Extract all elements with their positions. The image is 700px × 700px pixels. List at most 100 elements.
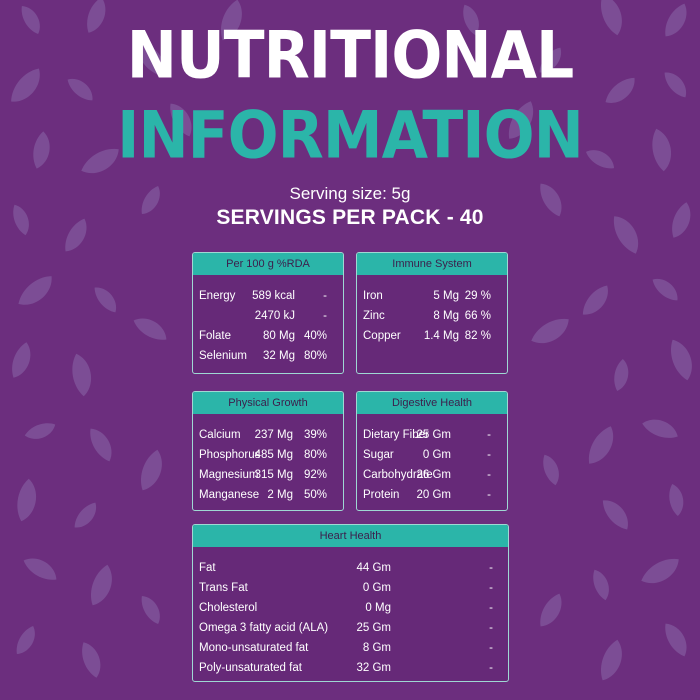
nutrient-rda: 80%: [303, 350, 327, 362]
nutrient-name: Trans Fat: [199, 582, 248, 594]
serving-size: Serving size: 5g: [289, 184, 411, 203]
nutrient-rda: 39%: [303, 429, 327, 441]
nutrient-value: 2470 kJ: [254, 310, 295, 322]
title-information: INFORMATION: [117, 98, 584, 174]
leaf-shape: [141, 595, 160, 625]
leaf-shape: [665, 3, 687, 37]
panel-heart-health: Heart Health Fat 44 Gm - Trans Fat 0 Gm - Chol…: [192, 524, 509, 682]
nutrient-value: 44 Gm: [356, 562, 391, 574]
nutrient-name: Zinc: [363, 310, 385, 322]
nutrient-value: 0 Mg: [365, 602, 391, 614]
nutrient-row: Energy 589 kcal -: [199, 286, 327, 306]
nutrient-value: 237 Mg: [254, 429, 293, 441]
nutrient-name: Folate: [199, 330, 231, 342]
leaf-shape: [12, 342, 31, 378]
nutrient-value: 0 Gm: [362, 582, 391, 594]
leaf-shape: [90, 428, 112, 462]
leaf-shape: [593, 569, 609, 601]
nutrient-row: Calcium 237 Mg 39%: [199, 425, 327, 445]
nutrient-row: Copper 1.4 Mg 82 %: [363, 326, 491, 346]
panel-physical-growth-title: Physical Growth: [193, 392, 343, 414]
leaf-shape: [605, 77, 635, 103]
nutrient-rda: 82 %: [464, 330, 491, 342]
panel-heart-health-rows: Fat 44 Gm - Trans Fat 0 Gm - Cholesterol 0 Mg - O…: [193, 547, 499, 678]
nutrient-value: 0 Gm: [422, 449, 451, 461]
leaf-shape: [74, 502, 97, 528]
nutrient-name: Calcium: [199, 429, 241, 441]
nutrient-name: Carbohydrate: [363, 469, 433, 481]
nutrient-row: Cholesterol 0 Mg -: [199, 598, 493, 618]
nutrient-row: Dietary Fiber 25 Gm -: [363, 425, 491, 445]
panel-digestive-health-rows: Dietary Fiber 25 Gm - Sugar 0 Gm - Carbohydrat…: [357, 414, 497, 505]
nutrient-row: Carbohydrate 26 Gm -: [363, 465, 491, 485]
leaf-shape: [602, 500, 628, 530]
leaf-shape: [664, 72, 687, 98]
nutrient-rda: 50%: [303, 489, 327, 501]
nutrient-row: Fat 44 Gm -: [199, 558, 493, 578]
leaf-shape: [133, 318, 167, 340]
leaf-shape: [65, 218, 87, 252]
panel-immune-system: Immune System Iron 5 Mg 29 % Zinc 8 Mg 66 % Co…: [356, 252, 508, 374]
nutrient-row: Iron 5 Mg 29 %: [363, 286, 491, 306]
leaf-shape: [614, 359, 629, 391]
nutrient-rda: -: [487, 429, 491, 441]
leaf-shape: [508, 101, 534, 139]
nutrient-name: Selenium: [199, 350, 247, 362]
nutrient-value: 8 Mg: [433, 310, 459, 322]
leaf-shape: [82, 642, 101, 678]
nutrient-row: Manganese 2 Mg 50%: [199, 485, 327, 505]
leaf-shape: [641, 558, 679, 584]
leaf-shape: [665, 623, 687, 657]
nutrient-row: 2470 kJ -: [199, 306, 327, 326]
leaf-shape: [141, 449, 162, 491]
nutrient-name: Protein: [363, 489, 400, 501]
nutrient-value: 80 Mg: [263, 330, 295, 342]
nutrient-rda: 40%: [303, 330, 327, 342]
nutrient-rda: -: [489, 582, 493, 594]
leaf-shape: [543, 454, 559, 486]
nutrient-name: Cholesterol: [199, 602, 258, 614]
servings-per-pack: SERVINGS PER PACK - 40: [216, 206, 484, 229]
nutrient-value: 589 kcal: [252, 290, 295, 302]
nutrient-row: Folate 80 Mg 40%: [199, 326, 327, 346]
leaf-shape: [21, 5, 40, 35]
leaf-shape: [141, 185, 160, 215]
nutrient-name: Phosphorus: [199, 449, 261, 461]
leaf-shape: [11, 68, 40, 102]
nutrient-name: Magnesium: [199, 469, 259, 481]
nutrient-value: 8 Gm: [362, 642, 391, 654]
leaf-shape: [24, 423, 56, 439]
nutrient-name: Fat: [199, 562, 216, 574]
leaf-shape: [540, 593, 562, 627]
leaf-shape: [539, 47, 562, 73]
nutrient-row: Omega 3 fatty acid (ALA) 25 Gm -: [199, 618, 493, 638]
nutrient-row: Trans Fat 0 Gm -: [199, 578, 493, 598]
nutrient-rda: -: [487, 449, 491, 461]
nutrient-name: Sugar: [363, 449, 394, 461]
nutrient-row: Mono-unsaturated fat 8 Gm -: [199, 638, 493, 658]
nutrient-row: Protein 20 Gm -: [363, 485, 491, 505]
leaf-shape: [33, 131, 50, 169]
nutrient-name: Dietary Fiber: [363, 429, 429, 441]
panel-per-100g: Per 100 g %RDA Energy 589 kcal - 2470 kJ - Fo…: [192, 252, 344, 374]
nutrient-row: Selenium 32 Mg 80%: [199, 346, 327, 366]
nutrient-value: 32 Gm: [356, 662, 391, 674]
leaf-shape: [652, 128, 672, 172]
title-nutritional: NUTRITIONAL: [126, 18, 575, 94]
nutrient-name: Omega 3 fatty acid (ALA): [199, 622, 329, 634]
leaf-shape: [91, 564, 112, 606]
panel-physical-growth: Physical Growth Calcium 237 Mg 39% Phosphor…: [192, 391, 344, 511]
leaf-shape: [72, 353, 92, 397]
leaf-shape: [16, 625, 35, 655]
nutrient-value: 1.4 Mg: [423, 330, 459, 342]
panel-digestive-health: Digestive Health Dietary Fiber 25 Gm - Suga…: [356, 391, 508, 511]
leaf-shape: [18, 276, 52, 305]
panel-digestive-health-title: Digestive Health: [357, 392, 507, 414]
nutrient-value: 315 Mg: [254, 469, 293, 481]
leaf-shape: [582, 285, 608, 315]
nutrient-value: 32 Mg: [263, 350, 295, 362]
nutrient-name: Manganese: [199, 489, 260, 501]
leaf-shape: [652, 278, 678, 301]
nutrient-rda: -: [489, 662, 493, 674]
